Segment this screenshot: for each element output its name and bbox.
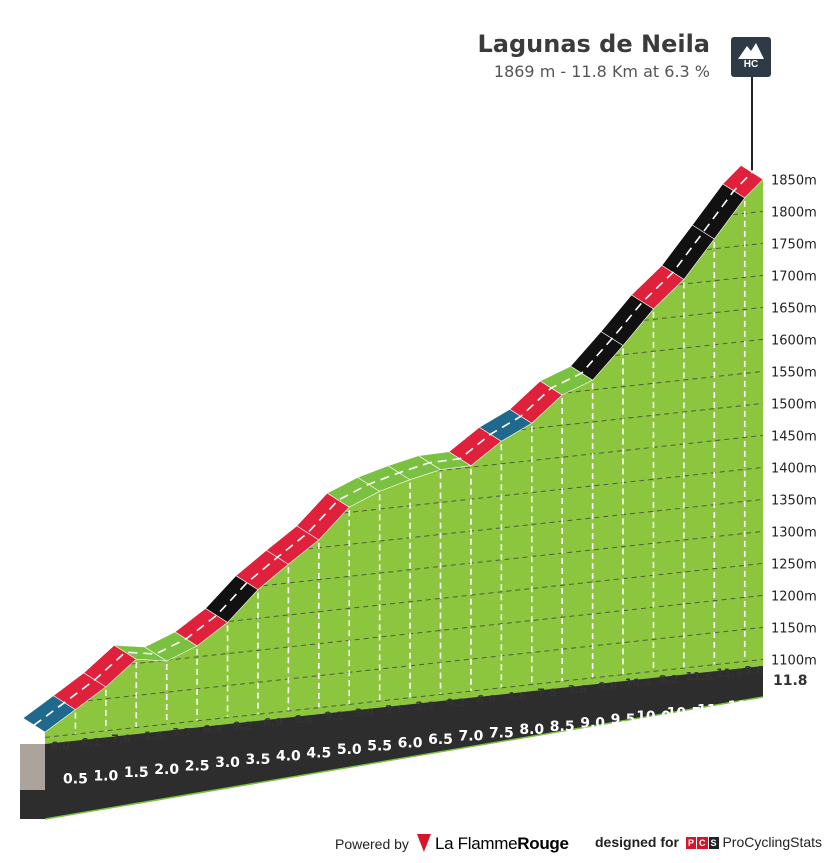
climb-title: Lagunas de Neila [477, 30, 711, 58]
elevation-gridline [566, 370, 764, 394]
elevation-tick-label: 1500m [771, 397, 817, 412]
km-label: 1.0 [93, 768, 118, 784]
powered-by-label: Powered by [335, 836, 409, 852]
profile-area [45, 179, 763, 747]
elevation-gridline [437, 434, 764, 472]
km-label: 0.5 [63, 772, 88, 788]
km-label: 2.5 [185, 758, 210, 774]
km-label: 5.5 [367, 739, 392, 755]
elevation-tick-label: 1800m [771, 205, 817, 220]
km-label: 9.5 [611, 712, 636, 728]
gradient-label: 4.6 [507, 690, 527, 703]
elevation-tick-label: 1150m [771, 621, 817, 636]
road-center-line [33, 171, 753, 726]
elevation-tick-label: 1300m [771, 525, 817, 540]
profile-base [20, 666, 763, 819]
category-badge: HC [731, 37, 771, 77]
elevation-tick-label: 1550m [771, 365, 817, 380]
designed-for: designed for P C S ProCyclingStats [595, 834, 822, 850]
profile-base-edge [44, 696, 764, 820]
km-label: 3.5 [246, 752, 271, 768]
category-badge-label: HC [743, 59, 759, 70]
km-label: 3.0 [215, 755, 240, 771]
gradient-label: -1.6 [139, 729, 163, 742]
profile-base-side [20, 744, 45, 790]
elevation-tick-label: 1650m [771, 301, 817, 316]
gradient-label: 8.2 [659, 673, 679, 686]
pcs-logo-p: P [686, 837, 697, 849]
km-label: 11.5 [727, 699, 762, 715]
gradient-label: 11.6 [686, 670, 713, 683]
elevation-tick-label: 1400m [771, 461, 817, 476]
pcs-logo-s: S [708, 837, 719, 849]
gradient-label: 6.9 [263, 716, 283, 729]
designed-for-label: designed for [595, 834, 680, 850]
elevation-tick-label: 1450m [771, 429, 817, 444]
km-label: 10.5 [667, 706, 702, 722]
km-label: 11.0 [697, 702, 732, 718]
elevation-tick-label: 1100m [771, 653, 817, 668]
la-flamme-rouge-brand: La FlammeRouge [435, 834, 569, 853]
gradient-label: 11.8 [716, 667, 743, 680]
gradient-label: 2.1 [416, 700, 436, 713]
gradient-label: 8.6 [744, 664, 764, 677]
elevation-tick-label: 1250m [771, 557, 817, 572]
km-label: 4.5 [306, 745, 331, 761]
gradient-label: 7.8 [537, 686, 557, 699]
km-label: 9.0 [580, 716, 605, 732]
gradient-label: 6.0 [50, 739, 70, 752]
km-label: 4.0 [276, 749, 301, 765]
brand-prefix: La Flamme [434, 834, 518, 853]
elevation-gridline [520, 402, 764, 431]
elevation-gridline [706, 242, 764, 250]
climb-subtitle: 1869 m - 11.8 Km at 6.3 % [493, 62, 710, 81]
mountain-icon [738, 43, 764, 59]
km-label: 8.0 [519, 722, 544, 738]
elevation-gridline [44, 658, 764, 738]
gradient-label: 9.8 [598, 680, 618, 693]
gradient-label: 7.6 [111, 733, 131, 746]
gradient-label: 6.6 [476, 693, 496, 706]
powered-by: Powered by La FlammeRouge [335, 834, 569, 854]
pcs-logo-c: C [697, 837, 708, 849]
elevation-tick-label: 1850m [771, 173, 817, 188]
elevation-gridline [643, 306, 764, 321]
km-label: 10.0 [636, 709, 671, 725]
gradient-label: 9.2 [324, 710, 344, 723]
km-label: 7.5 [489, 725, 514, 741]
gradient-label: 3.6 [568, 683, 588, 696]
gradient-label: 6.6 [294, 713, 314, 726]
elevation-tick-label: 1600m [771, 333, 817, 348]
elevation-tick-label: 1700m [771, 269, 817, 284]
gradient-label: 3.9 [355, 706, 375, 719]
elevation-gridline [262, 530, 764, 587]
la-flamme-rouge-logo-icon [416, 834, 431, 852]
final-km-label: 11.8 [773, 673, 808, 689]
gradient-label: 6.3 [203, 723, 223, 736]
km-label: 1.5 [124, 765, 149, 781]
gradient-label: 3.7 [172, 726, 192, 739]
km-label: 8.5 [550, 719, 575, 735]
gradient-label: 0.2 [446, 696, 466, 709]
elevation-gridline [614, 338, 764, 356]
km-label: 7.0 [459, 729, 484, 745]
km-label: 6.5 [428, 732, 453, 748]
gradient-label: 6.1 [81, 736, 101, 749]
km-label: 5.0 [337, 742, 362, 758]
brand-suffix: Rouge [517, 834, 569, 853]
gradient-label: 10.4 [625, 677, 652, 690]
km-label: 6.0 [398, 735, 423, 751]
elevation-tick-label: 1350m [771, 493, 817, 508]
gradient-label: 2.6 [385, 703, 405, 716]
gradient-label: 9.2 [233, 720, 253, 733]
elevation-tick-label: 1200m [771, 589, 817, 604]
elevation-tick-label: 1750m [771, 237, 817, 252]
km-label: 2.0 [154, 762, 179, 778]
elevation-gridline [130, 594, 764, 665]
elevation-gridline [343, 466, 764, 514]
pcs-name: ProCyclingStats [722, 834, 823, 850]
elevation-gridline [307, 498, 764, 550]
